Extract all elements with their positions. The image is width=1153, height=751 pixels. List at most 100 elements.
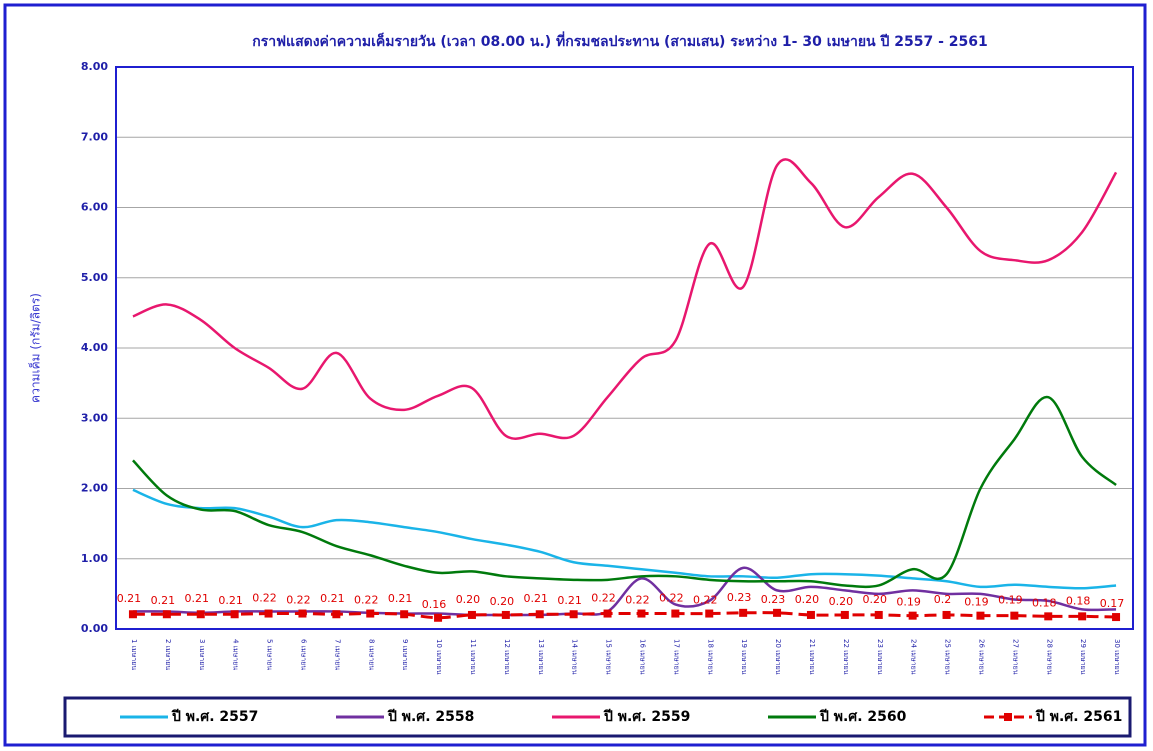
value-label: 0.21 bbox=[524, 592, 549, 605]
series-marker bbox=[501, 610, 510, 619]
x-tick-label: 23 เมษายน bbox=[876, 639, 884, 675]
x-tick-label: 11 เมษายน bbox=[469, 639, 477, 675]
value-label: 0.22 bbox=[591, 592, 616, 605]
x-tick-label: 24 เมษายน bbox=[910, 639, 918, 675]
y-tick-label: 5.00 bbox=[81, 271, 108, 284]
chart-frame bbox=[3, 3, 1147, 747]
x-tick-label: 22 เมษายน bbox=[842, 639, 850, 675]
series-marker bbox=[162, 610, 171, 619]
value-label: 0.19 bbox=[964, 596, 989, 609]
y-tick-label: 4.00 bbox=[81, 341, 108, 354]
value-label: 0.17 bbox=[1100, 597, 1125, 610]
series-marker bbox=[230, 610, 239, 619]
x-tick-label: 25 เมษายน bbox=[944, 639, 952, 675]
value-label: 0.23 bbox=[727, 591, 752, 604]
value-label: 0.16 bbox=[422, 598, 447, 611]
y-tick-label: 0.00 bbox=[81, 622, 108, 635]
series-marker bbox=[739, 608, 748, 617]
y-tick-label: 2.00 bbox=[81, 482, 108, 495]
value-label: 0.21 bbox=[557, 594, 582, 607]
x-tick-label: 12 เมษายน bbox=[503, 639, 511, 675]
series-line bbox=[132, 488, 1117, 590]
value-label: 0.20 bbox=[863, 593, 888, 606]
series-marker bbox=[874, 610, 883, 619]
x-tick-label: 26 เมษายน bbox=[977, 639, 985, 675]
value-label: 0.23 bbox=[761, 593, 786, 606]
series-marker bbox=[1010, 611, 1019, 620]
series-line bbox=[132, 395, 1117, 589]
value-label: 0.20 bbox=[456, 593, 481, 606]
value-label: 0.21 bbox=[388, 592, 413, 605]
series-marker bbox=[535, 610, 544, 619]
x-tick-label: 20 เมษายน bbox=[774, 639, 782, 675]
value-label: 0.2 bbox=[934, 593, 952, 606]
value-label: 0.21 bbox=[218, 594, 243, 607]
series-marker bbox=[366, 609, 375, 618]
x-tick-label: 5 เมษายน bbox=[266, 639, 274, 670]
legend-marker bbox=[1004, 713, 1012, 721]
series-line bbox=[132, 158, 1118, 440]
value-label: 0.22 bbox=[286, 594, 311, 607]
legend-label: ปี พ.ศ. 2557 bbox=[171, 709, 259, 725]
series-marker bbox=[603, 609, 612, 618]
x-tick-label: 28 เมษายน bbox=[1045, 639, 1053, 675]
series-marker bbox=[806, 610, 815, 619]
series-marker bbox=[773, 608, 782, 617]
series-marker bbox=[196, 610, 205, 619]
series-marker bbox=[942, 610, 951, 619]
chart-title: กราฟแสดงค่าความเค็มรายวัน (เวลา 08.00 น.… bbox=[252, 31, 987, 50]
x-tick-label: 17 เมษายน bbox=[672, 639, 680, 675]
series-marker bbox=[1112, 613, 1121, 622]
plot-frame bbox=[115, 66, 1134, 630]
legend-label: ปี พ.ศ. 2559 bbox=[603, 709, 691, 725]
value-label: 0.21 bbox=[185, 592, 210, 605]
value-label: 0.21 bbox=[320, 592, 345, 605]
value-label: 0.21 bbox=[117, 592, 142, 605]
series-marker bbox=[264, 609, 273, 618]
series-marker bbox=[908, 611, 917, 620]
x-tick-label: 15 เมษายน bbox=[605, 639, 613, 675]
x-tick-label: 13 เมษายน bbox=[537, 639, 545, 675]
series-marker bbox=[840, 610, 849, 619]
x-tick-label: 16 เมษายน bbox=[638, 639, 646, 675]
y-tick-label: 8.00 bbox=[81, 60, 108, 73]
y-tick-label: 1.00 bbox=[81, 552, 108, 565]
value-label: 0.20 bbox=[829, 595, 854, 608]
series-marker bbox=[434, 613, 443, 622]
legend-label: ปี พ.ศ. 2561 bbox=[1035, 709, 1123, 725]
series-marker bbox=[400, 610, 409, 619]
value-label: 0.22 bbox=[659, 592, 684, 605]
y-axis-label: ความเค็ม (กรัม/ลิตร) bbox=[28, 293, 43, 403]
series-marker bbox=[705, 609, 714, 618]
y-tick-label: 6.00 bbox=[81, 201, 108, 214]
x-tick-label: 10 เมษายน bbox=[435, 639, 443, 675]
series-marker bbox=[637, 609, 646, 618]
value-label: 0.20 bbox=[795, 593, 820, 606]
x-tick-label: 4 เมษายน bbox=[232, 639, 240, 670]
x-tick-label: 1 เมษายน bbox=[130, 639, 138, 670]
y-tick-label: 7.00 bbox=[81, 130, 108, 143]
x-tick-label: 7 เมษายน bbox=[333, 639, 341, 670]
x-tick-label: 6 เมษายน bbox=[299, 639, 307, 670]
series-marker bbox=[569, 610, 578, 619]
series-marker bbox=[1044, 612, 1053, 621]
series-marker bbox=[671, 609, 680, 618]
value-label: 0.22 bbox=[693, 594, 718, 607]
x-tick-label: 3 เมษายน bbox=[198, 639, 206, 670]
series-marker bbox=[976, 611, 985, 620]
value-label: 0.22 bbox=[354, 594, 379, 607]
legend-label: ปี พ.ศ. 2560 bbox=[819, 709, 907, 725]
x-tick-label: 19 เมษายน bbox=[740, 639, 748, 675]
value-label: 0.18 bbox=[1032, 596, 1057, 609]
series-marker bbox=[128, 610, 137, 619]
legend-label: ปี พ.ศ. 2558 bbox=[387, 709, 475, 725]
x-tick-label: 30 เมษายน bbox=[1113, 639, 1121, 675]
value-label: 0.19 bbox=[896, 596, 921, 609]
series-marker bbox=[1078, 612, 1087, 621]
x-tick-label: 8 เมษายน bbox=[367, 639, 375, 670]
x-tick-label: 14 เมษายน bbox=[571, 639, 579, 675]
value-label: 0.20 bbox=[490, 595, 515, 608]
series-marker bbox=[467, 610, 476, 619]
x-tick-label: 27 เมษายน bbox=[1011, 639, 1019, 675]
